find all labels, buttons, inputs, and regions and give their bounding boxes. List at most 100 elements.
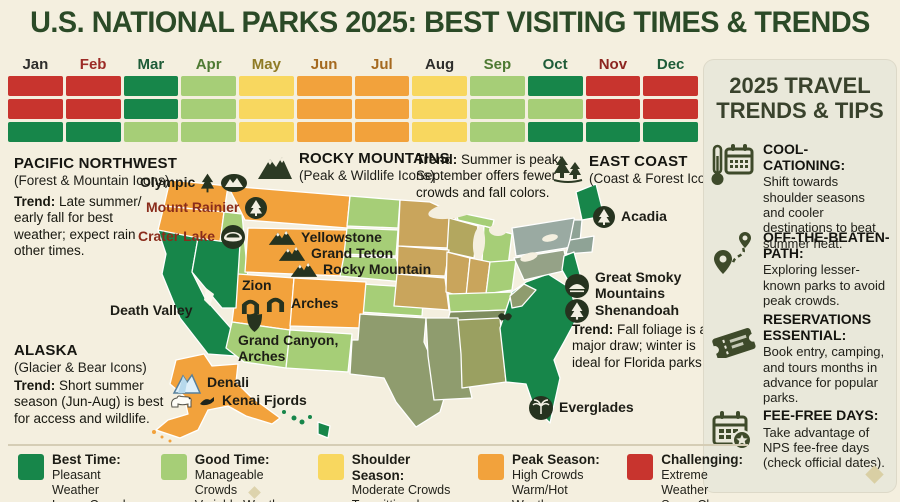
park-label: Grand Canyon, Arches xyxy=(238,332,339,364)
circle-tree-icon xyxy=(593,206,615,228)
region-pacific-northwest: PACIFIC NORTHWEST (Forest & Mountain Ico… xyxy=(14,155,177,188)
season-calendar: Jan Feb Mar Apr May Jun Jul Aug Sep Oct Nov Dec xyxy=(8,56,698,142)
circle-mountain-icon xyxy=(565,273,589,298)
circle-lake-icon xyxy=(221,225,246,249)
season-cell-best xyxy=(527,76,583,96)
region-title: EAST COAST xyxy=(589,153,688,170)
park-label: Mount Rainier xyxy=(146,199,240,216)
season-cell-shoulder xyxy=(239,122,294,142)
park-label: Yellowstone xyxy=(301,228,382,245)
mountain-icon xyxy=(258,156,292,179)
legend-line: Manageable Crowds xyxy=(194,467,264,497)
season-cell-best xyxy=(585,122,641,142)
region-rocky-header: ROCKY MOUNTAINS (Peak & Wildlife Icons) xyxy=(256,150,450,183)
zion-arch-icon-wrap xyxy=(240,296,261,315)
season-cell-peak xyxy=(296,76,352,96)
season-cell-best xyxy=(123,99,179,119)
park-arches: Arches xyxy=(265,294,338,313)
season-cell-good xyxy=(123,122,179,142)
mountain-icon xyxy=(278,246,306,261)
park-mount-rainier: Mount Rainier xyxy=(146,196,268,220)
legend-heading: Shoulder Season: xyxy=(351,452,411,483)
legend-divider xyxy=(8,444,748,446)
season-cell-peak xyxy=(296,99,352,119)
month-label: Jul xyxy=(371,56,393,73)
tip-body: Book entry, camping, and tours months in… xyxy=(763,344,885,406)
tip-body: Shift towards shoulder seasons and coole… xyxy=(763,174,876,251)
park-death-valley: Death Valley xyxy=(110,302,193,319)
park-label: Zion xyxy=(242,277,272,293)
season-cell-shoulder xyxy=(412,76,467,96)
tip-heading: COOL-CATIONING: xyxy=(763,141,846,173)
grand-canyon-shield-wrap xyxy=(246,312,263,333)
season-cell-good xyxy=(527,99,583,119)
park-great-smoky: Great Smoky Mountains xyxy=(564,269,681,301)
seal-icon xyxy=(200,396,214,405)
season-cell-shoulder xyxy=(412,99,467,119)
season-cell-challenging xyxy=(8,76,63,96)
tip-off-the-beaten-path: OFF-THE-BEATEN-PATH: Exploring lesser-kn… xyxy=(710,229,890,308)
month-label: Jun xyxy=(310,56,338,73)
tip-reservations: RESERVATIONS ESSENTIAL: Book entry, camp… xyxy=(710,311,890,406)
trend-pnw: Trend: Late summer/ early fall for best … xyxy=(14,194,166,260)
tip-fee-free-days: FEE-FREE DAYS: Take advantage of NPS fee… xyxy=(710,407,890,471)
park-rocky-mountain: Rocky Mountain xyxy=(290,261,431,278)
season-cell-best xyxy=(527,122,583,142)
park-label: Arches xyxy=(291,294,339,311)
season-cell-best xyxy=(123,76,179,96)
circle-tree-icon xyxy=(565,299,589,323)
season-cell-shoulder xyxy=(412,122,467,142)
season-cell-challenging xyxy=(643,76,698,96)
park-kenai-fjords: Kenai Fjords xyxy=(168,392,307,409)
park-label: Denali xyxy=(207,374,250,391)
month-label: Dec xyxy=(656,56,685,73)
trees-icon xyxy=(553,155,583,183)
trend-label: Trend: xyxy=(416,152,458,167)
trend-text: Summer is peak; September offers fewer c… xyxy=(416,152,563,200)
legend-item: Good Time:Manageable CrowdsVariable Weat… xyxy=(160,452,298,502)
region-east-header: EAST COAST (Coast & Forest Icons) xyxy=(552,153,724,186)
legend-swatch xyxy=(18,454,44,480)
legend-heading: Challenging: xyxy=(661,452,743,467)
season-row xyxy=(8,76,698,96)
season-cell-best xyxy=(643,122,698,142)
legend-swatch xyxy=(627,454,654,480)
legend-line: Lower Crowds xyxy=(52,498,141,502)
legend-line: Pleasant Weather xyxy=(52,467,101,497)
season-cell-challenging xyxy=(585,76,641,96)
pin-route-icon xyxy=(714,232,751,274)
legend-heading: Good Time: xyxy=(194,452,270,467)
circle-tree-icon xyxy=(245,197,268,219)
season-cell-peak xyxy=(354,76,410,96)
month-label: Feb xyxy=(79,56,107,73)
season-cell-shoulder xyxy=(239,99,294,119)
panel-title: 2025 TRAVEL TRENDS & TIPS xyxy=(716,73,884,124)
us-map xyxy=(152,179,605,443)
travel-trends-panel: 2025 TRAVEL TRENDS & TIPS COOL-CATIONING… xyxy=(704,60,896,492)
season-cell-good xyxy=(470,99,525,119)
legend-item: Shoulder Season:Moderate CrowdsTransitti… xyxy=(317,452,458,502)
month-label: Aug xyxy=(425,56,455,73)
region-title: PACIFIC NORTHWEST xyxy=(14,155,178,172)
park-label: Rocky Mountain xyxy=(323,260,432,277)
park-everglades: Everglades xyxy=(528,395,634,421)
cave-bat-icon xyxy=(498,313,512,321)
tip-heading: FEE-FREE DAYS: xyxy=(763,407,879,423)
season-cell-shoulder xyxy=(239,76,294,96)
tip-body: Exploring lesser-known parks to avoid pe… xyxy=(763,262,886,308)
hawaii-islands xyxy=(282,410,331,439)
park-label: Olympic xyxy=(140,174,196,191)
park-zion-label: Zion xyxy=(242,277,272,294)
month-label: Oct xyxy=(542,56,568,73)
region-title: ALASKA xyxy=(14,342,78,359)
trend-label: Trend: xyxy=(14,194,56,209)
bear-icon xyxy=(171,395,192,408)
ticket-icon xyxy=(712,328,756,358)
calendar-star-icon xyxy=(712,411,752,450)
park-shenandoah: Shenandoah xyxy=(564,298,679,324)
season-cell-best xyxy=(8,122,63,142)
circle-palm-icon xyxy=(529,396,553,420)
season-cell-challenging xyxy=(65,76,121,96)
region-alaska: ALASKA (Glacier & Bear Icons) xyxy=(14,342,147,375)
